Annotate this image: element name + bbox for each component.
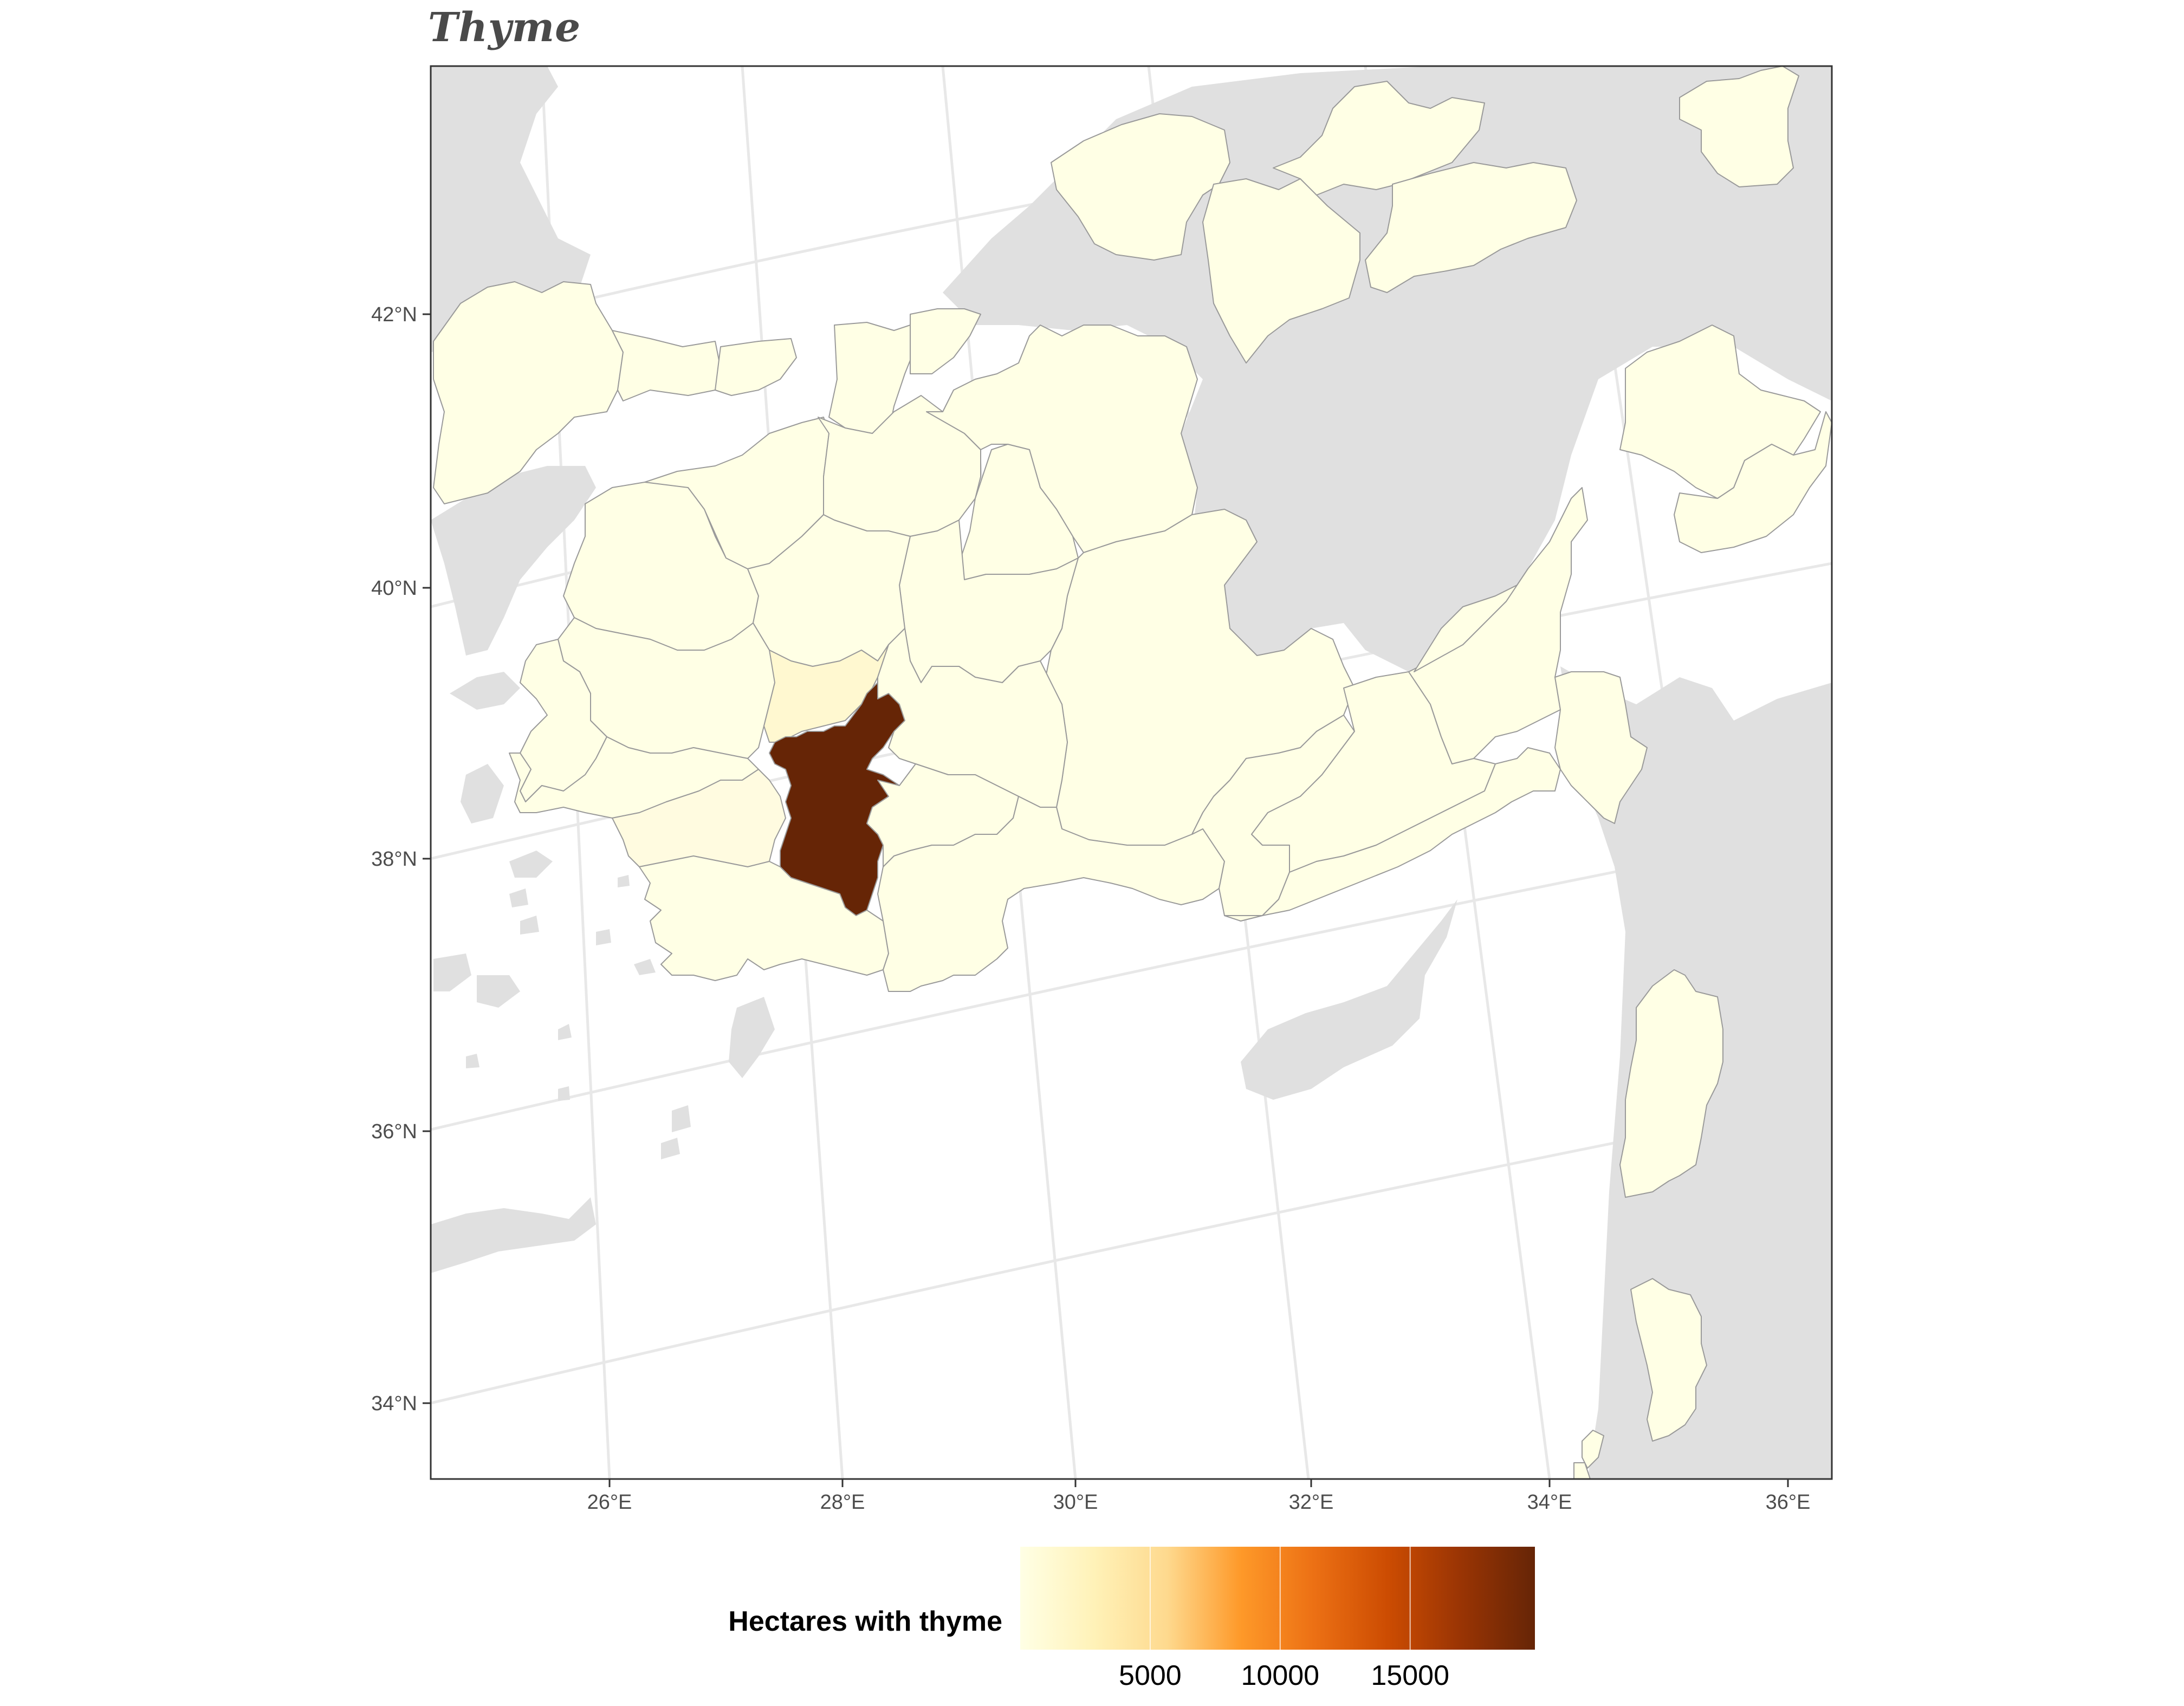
province <box>1619 969 1723 1198</box>
province <box>1674 411 1832 553</box>
lat-label: 34°N <box>371 1392 417 1415</box>
province <box>1273 81 1485 196</box>
legend-tick-label: 15000 <box>1371 1660 1449 1691</box>
lat-axis: 42°N 40°N 38°N 36°N 34°N <box>371 303 431 1415</box>
lat-label: 42°N <box>371 303 417 326</box>
province <box>1630 1278 1707 1442</box>
province <box>877 796 1225 992</box>
province <box>612 330 721 401</box>
legend-title: Hectares with thyme <box>728 1606 1002 1637</box>
province <box>715 338 797 396</box>
legend: Hectares with thyme 5000 10000 15000 <box>728 1547 1535 1691</box>
legend-tick-label: 10000 <box>1241 1660 1319 1691</box>
lon-label: 32°E <box>1289 1491 1334 1514</box>
lon-label: 34°E <box>1527 1491 1572 1514</box>
province <box>1202 178 1360 364</box>
lon-label: 26°E <box>587 1491 632 1514</box>
province <box>1414 568 1528 672</box>
map-panel <box>431 66 1832 1479</box>
province <box>639 855 889 981</box>
panel-border <box>430 65 1833 1480</box>
lon-axis: 26°E 28°E 30°E 32°E 34°E 36°E <box>587 1479 1811 1514</box>
lat-label: 36°N <box>371 1120 417 1143</box>
lon-label: 36°E <box>1766 1491 1811 1514</box>
map-title: Thyme <box>428 4 581 51</box>
province <box>1408 487 1588 764</box>
legend-tick-label: 5000 <box>1119 1660 1182 1691</box>
province <box>1679 66 1799 187</box>
legend-ticks: 5000 10000 15000 <box>1119 1547 1449 1691</box>
lon-label: 28°E <box>820 1491 865 1514</box>
provinces <box>433 66 1832 1479</box>
province <box>1365 162 1577 293</box>
province <box>1573 1462 1591 1479</box>
province <box>763 644 889 743</box>
province <box>828 322 916 434</box>
province <box>1619 325 1821 499</box>
province <box>1582 1430 1604 1469</box>
lon-label: 30°E <box>1053 1491 1098 1514</box>
province <box>509 736 759 819</box>
province <box>433 281 624 504</box>
province <box>1224 747 1561 922</box>
legend-colorbar <box>1020 1547 1535 1650</box>
lat-label: 38°N <box>371 848 417 871</box>
province <box>1051 113 1230 261</box>
lat-label: 40°N <box>371 577 417 600</box>
province <box>910 308 981 374</box>
